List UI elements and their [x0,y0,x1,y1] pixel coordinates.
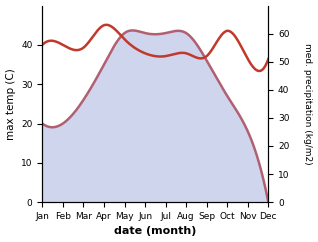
X-axis label: date (month): date (month) [114,227,197,236]
Y-axis label: max temp (C): max temp (C) [5,68,16,140]
Y-axis label: med. precipitation (kg/m2): med. precipitation (kg/m2) [303,43,313,165]
